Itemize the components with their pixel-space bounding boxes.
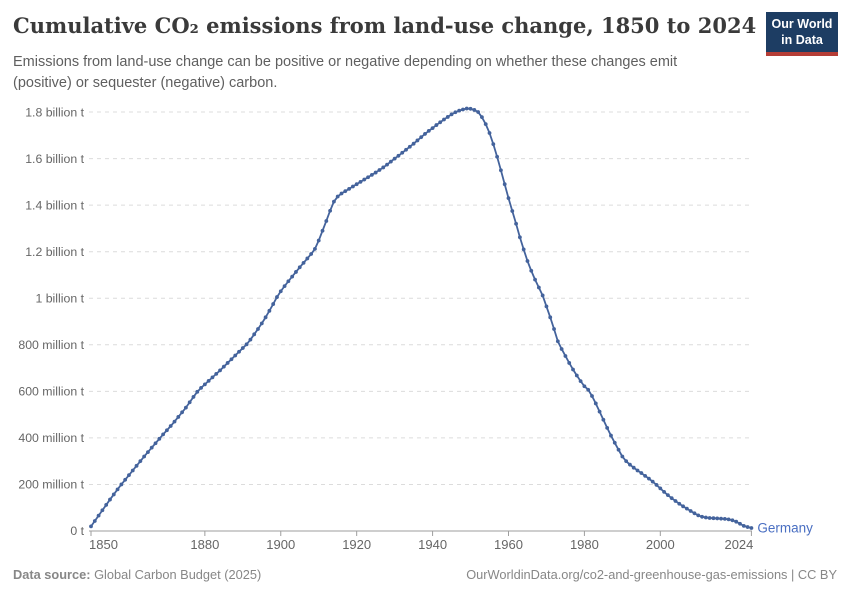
y-tick-label: 1.2 billion t — [25, 245, 84, 259]
y-tick-label: 1.4 billion t — [25, 198, 84, 212]
owid-logo-line1: Our World — [771, 17, 833, 31]
page-title: Cumulative CO₂ emissions from land-use c… — [13, 13, 757, 38]
x-tick-label: 1940 — [418, 537, 447, 552]
y-tick-label: 400 million t — [18, 431, 84, 445]
series-point-markers — [89, 106, 754, 530]
y-gridlines — [89, 111, 750, 485]
line-chart: 0 t 200 million t 400 million t 600 million… — [18, 105, 813, 552]
chart-subtitle: Emissions from land-use change can be po… — [13, 54, 678, 91]
x-tick-label: 1960 — [494, 537, 523, 552]
x-tick-label: 1850 — [89, 537, 118, 552]
y-tick-label: 1.8 billion t — [25, 105, 84, 119]
x-axis: 1850 1880 1900 1920 1940 1960 1980 2000 2024 — [89, 530, 753, 552]
x-tick-label: 1900 — [266, 537, 295, 552]
owid-logo[interactable]: Our World in Data — [766, 12, 838, 57]
y-tick-label: 0 t — [70, 524, 84, 538]
data-source: Data source: Global Carbon Budget (2025) — [13, 567, 261, 582]
y-tick-label: 800 million t — [18, 338, 84, 352]
x-tick-label: 2024 — [724, 537, 753, 552]
y-tick-label: 1.6 billion t — [25, 152, 84, 166]
y-tick-label: 600 million t — [18, 385, 84, 399]
data-source-label: Data source: — [13, 567, 91, 582]
x-tick-label: 1980 — [570, 537, 599, 552]
series-germany[interactable]: Germany — [89, 106, 813, 536]
series-line[interactable] — [90, 107, 752, 529]
data-source-value: Global Carbon Budget (2025) — [90, 567, 262, 582]
x-tick-label: 1880 — [190, 537, 219, 552]
y-axis-labels: 0 t 200 million t 400 million t 600 million… — [18, 105, 84, 538]
entity-label[interactable]: Germany — [757, 520, 813, 535]
x-tick-label: 2000 — [646, 537, 675, 552]
x-tick-label: 1920 — [342, 537, 371, 552]
y-tick-label: 200 million t — [18, 478, 84, 492]
y-tick-label: 1 billion t — [35, 291, 84, 305]
attribution-link[interactable]: OurWorldinData.org/co2-and-greenhouse-ga… — [466, 567, 837, 582]
owid-logo-line2: in Data — [781, 32, 823, 47]
